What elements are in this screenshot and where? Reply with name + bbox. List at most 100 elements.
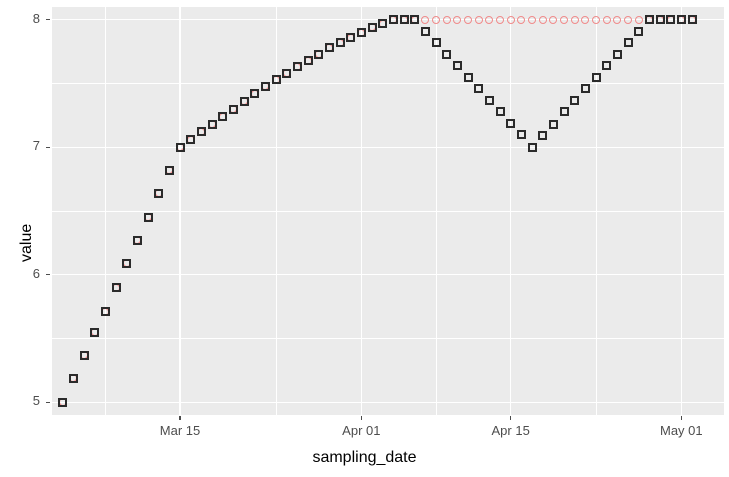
data-point-fitted: [474, 15, 483, 24]
data-point-observed: [420, 26, 430, 36]
data-point-observed: [164, 165, 174, 175]
data-point-observed: [666, 15, 676, 25]
data-point-observed: [506, 118, 516, 128]
data-point-fitted: [634, 15, 643, 24]
data-point-observed: [580, 84, 590, 94]
data-point-observed: [292, 62, 302, 72]
data-point-observed: [271, 75, 281, 85]
data-point-observed: [154, 188, 164, 198]
gridline-horizontal: [52, 83, 724, 84]
data-point-observed: [218, 112, 228, 122]
data-point-observed: [527, 142, 537, 152]
gridline-vertical: [360, 7, 363, 415]
data-point-observed: [399, 15, 409, 25]
data-point-observed: [282, 68, 292, 78]
data-point-observed: [388, 15, 398, 25]
y-tick-label: 7: [32, 138, 40, 154]
x-tick-label: May 01: [660, 423, 703, 438]
y-tick-mark: [46, 274, 50, 276]
data-point-fitted: [432, 15, 440, 24]
data-point-observed: [111, 283, 121, 292]
data-point-observed: [495, 107, 505, 117]
plot-panel: [52, 7, 724, 415]
data-point-fitted: [581, 15, 590, 24]
data-point-observed: [207, 119, 217, 129]
x-tick-mark: [179, 416, 181, 420]
data-point-observed: [356, 28, 366, 37]
gridline-vertical: [104, 7, 106, 415]
data-point-fitted: [570, 15, 579, 24]
data-point-observed: [196, 127, 206, 137]
data-point-observed: [58, 397, 68, 407]
data-point-observed: [612, 49, 622, 59]
data-point-observed: [122, 258, 132, 268]
data-point-observed: [143, 212, 153, 222]
data-point-observed: [250, 89, 260, 99]
data-point-observed: [634, 26, 644, 36]
y-tick-mark: [46, 146, 50, 148]
gridline-vertical: [680, 7, 683, 415]
data-point-observed: [548, 119, 558, 129]
data-point-observed: [90, 327, 100, 337]
data-point-observed: [335, 38, 345, 48]
data-point-fitted: [464, 15, 472, 24]
data-point-fitted: [517, 15, 526, 24]
gridline-horizontal: [52, 338, 724, 339]
data-point-observed: [68, 373, 78, 383]
data-point-fitted: [602, 15, 611, 24]
data-point-observed: [431, 38, 441, 48]
data-point-fitted: [528, 15, 536, 24]
x-tick-label: Apr 01: [342, 423, 381, 438]
data-point-observed: [228, 104, 238, 114]
x-tick-label: Apr 15: [491, 423, 530, 438]
y-tick-label: 6: [32, 265, 40, 281]
data-point-observed: [602, 61, 612, 71]
data-point-observed: [676, 15, 686, 25]
gridline-horizontal: [52, 401, 724, 403]
gridline-horizontal: [52, 19, 724, 21]
data-point-fitted: [453, 15, 462, 24]
data-point-observed: [186, 135, 196, 145]
data-point-observed: [239, 96, 249, 106]
y-axis-title: value: [18, 223, 35, 262]
data-point-fitted: [496, 15, 504, 24]
gridline-vertical: [275, 7, 277, 415]
gridline-horizontal: [52, 210, 724, 212]
data-point-fitted: [549, 15, 558, 24]
data-point-observed: [346, 33, 356, 43]
data-point-observed: [132, 235, 142, 245]
data-point-fitted: [506, 15, 515, 24]
data-point-fitted: [560, 15, 568, 24]
x-tick-mark: [510, 416, 512, 420]
data-point-observed: [175, 142, 185, 152]
y-tick-label: 8: [32, 10, 40, 26]
data-point-observed: [463, 72, 473, 82]
data-point-observed: [324, 43, 334, 53]
data-point-observed: [260, 81, 270, 91]
data-point-observed: [474, 84, 484, 94]
data-point-fitted: [485, 15, 494, 24]
data-point-observed: [538, 131, 548, 141]
x-axis-title: sampling_date: [312, 449, 417, 466]
data-point-observed: [484, 95, 494, 105]
data-point-observed: [559, 107, 569, 117]
x-tick-label: Mar 15: [159, 423, 201, 438]
data-point-observed: [378, 19, 388, 29]
data-point-fitted: [538, 15, 547, 24]
data-point-observed: [79, 350, 89, 360]
data-point-observed: [100, 307, 110, 317]
data-point-fitted: [613, 15, 622, 24]
data-point-observed: [570, 95, 580, 105]
y-tick-mark: [46, 401, 50, 403]
data-point-fitted: [624, 15, 632, 24]
data-point-observed: [452, 61, 462, 71]
y-tick-label: 5: [32, 393, 40, 409]
data-point-observed: [410, 15, 420, 25]
x-tick-mark: [680, 416, 683, 420]
data-point-observed: [516, 130, 526, 139]
data-point-observed: [303, 56, 313, 66]
data-point-fitted: [592, 15, 600, 24]
data-point-observed: [591, 72, 601, 82]
data-point-fitted: [421, 15, 430, 24]
